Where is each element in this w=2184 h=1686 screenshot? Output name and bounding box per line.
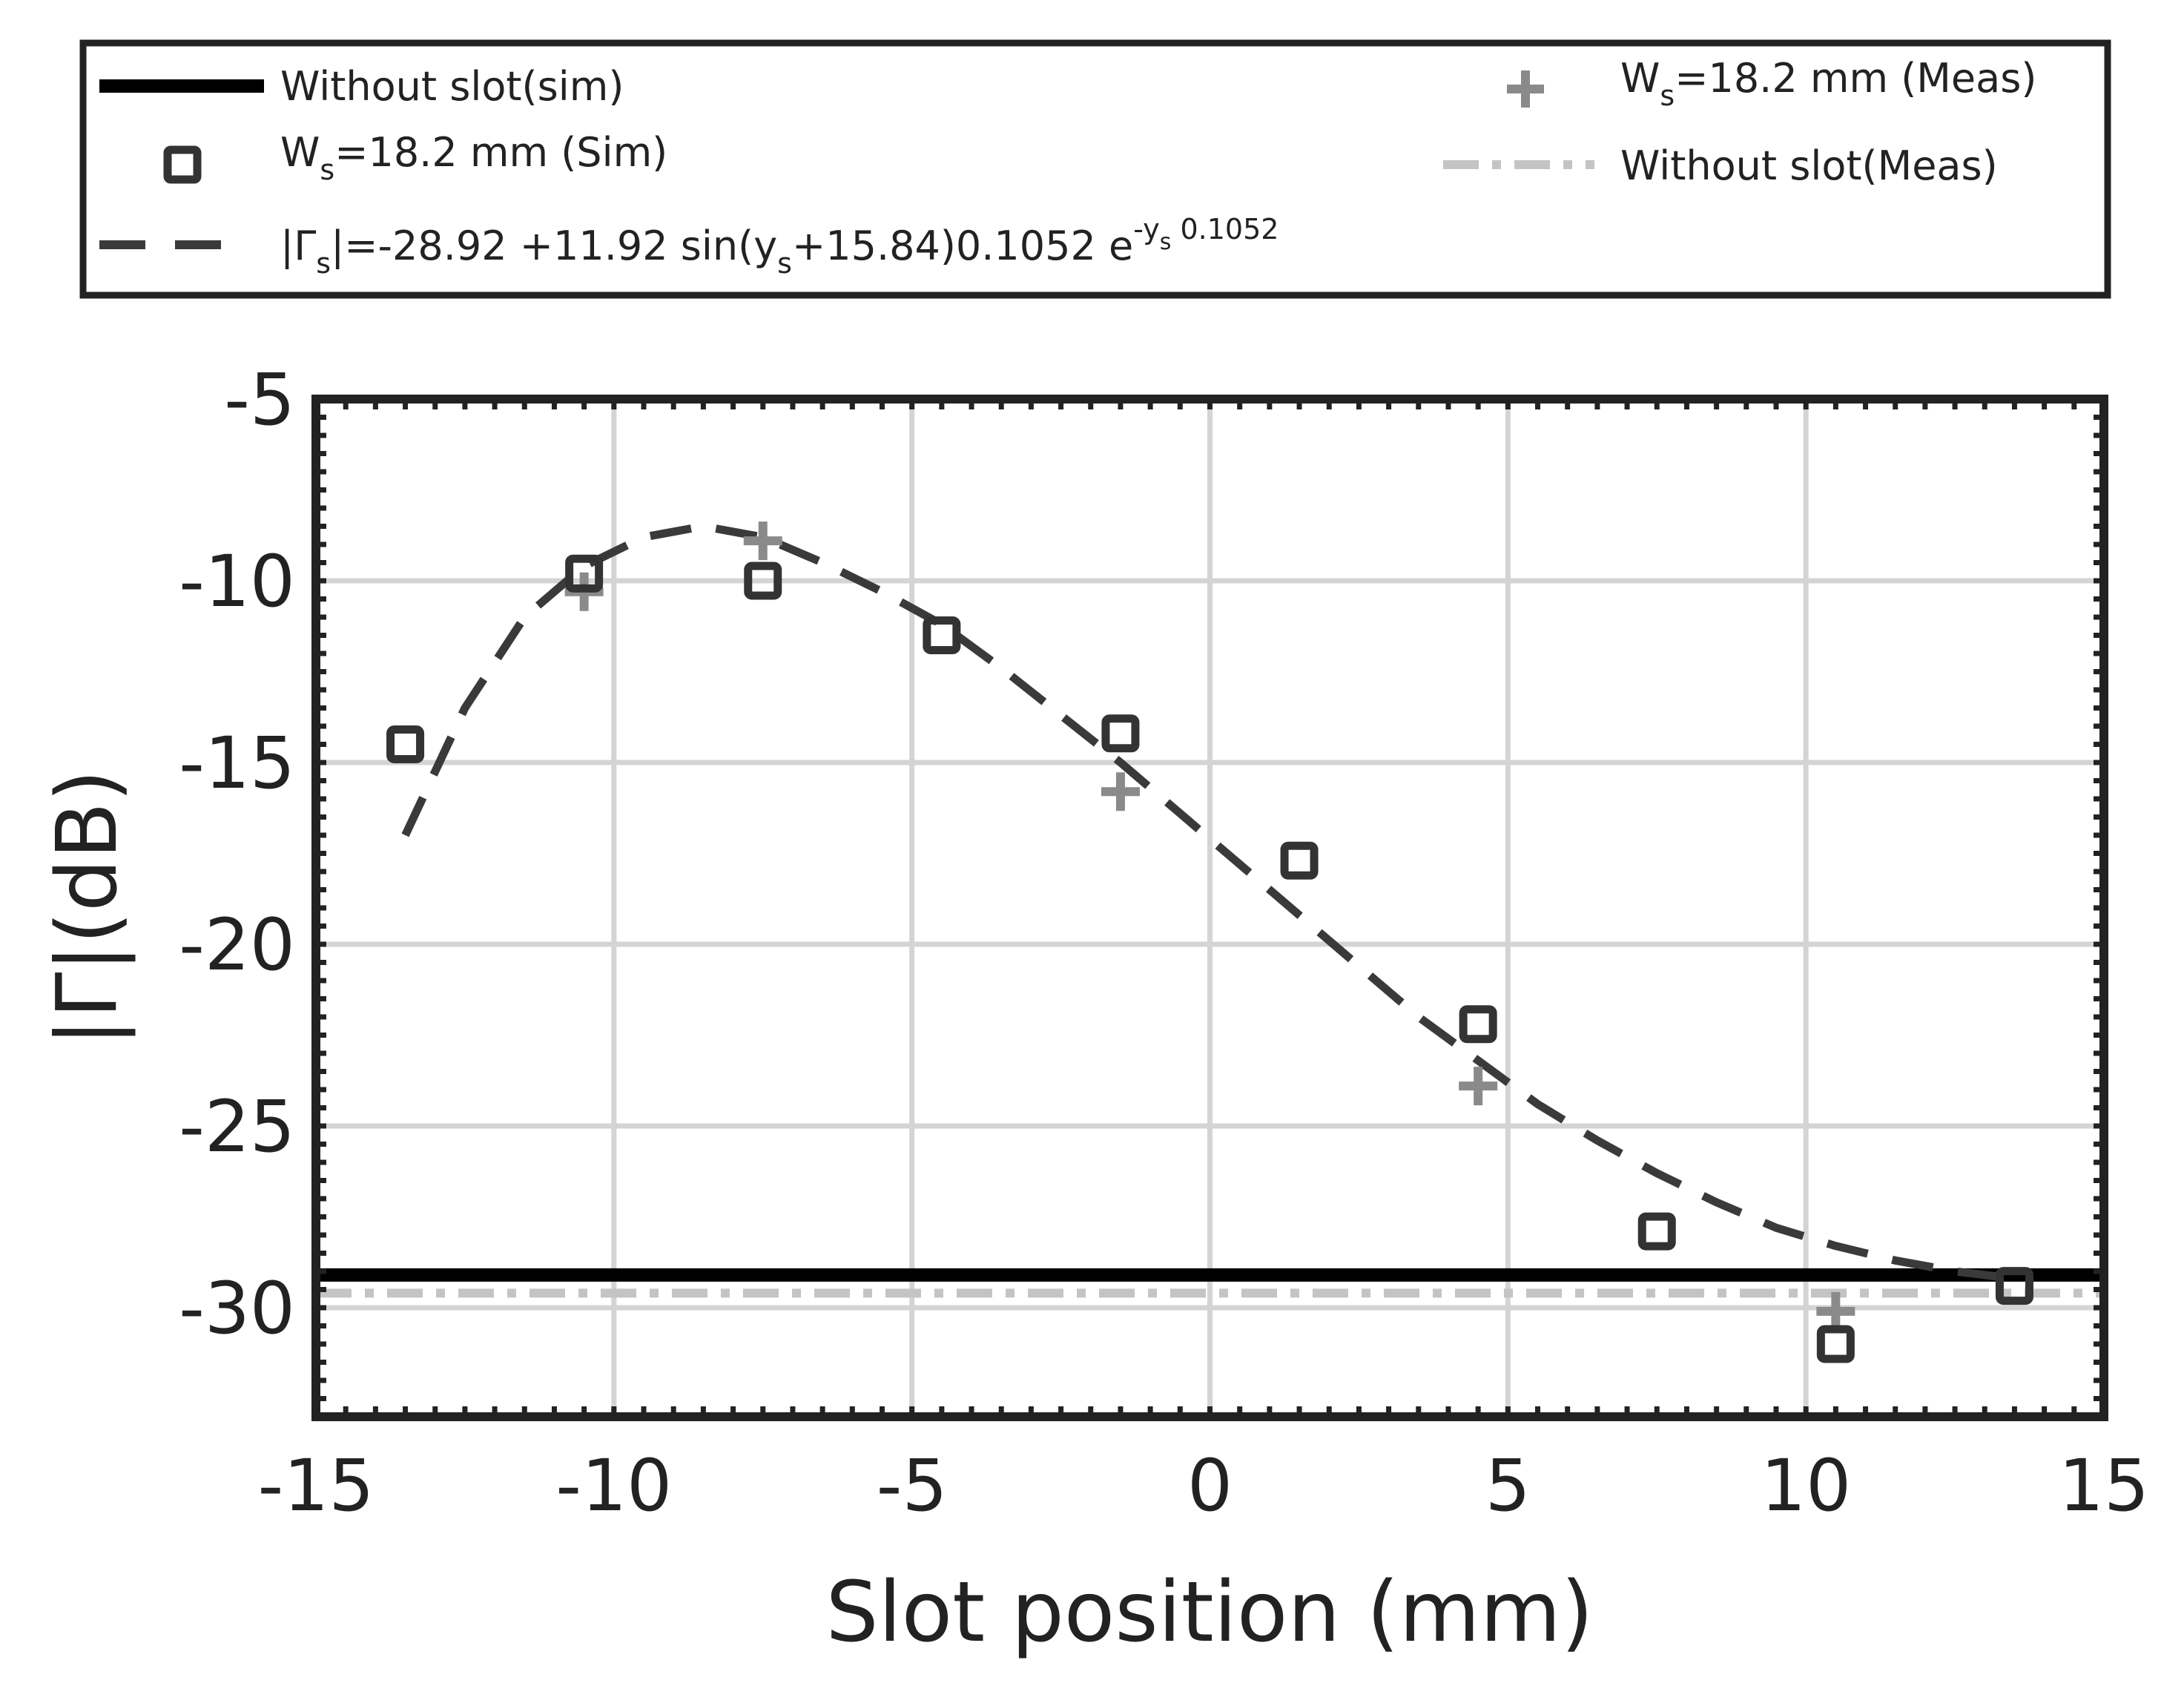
sim-point-marker <box>1280 841 1319 880</box>
legend-swatch-sim-markers <box>163 145 202 184</box>
sim-point-marker <box>1816 1325 1855 1363</box>
legend-swatch-meas-markers <box>1507 70 1544 108</box>
meas-point-marker <box>743 521 782 561</box>
meas-point-marker <box>1459 1067 1498 1106</box>
sim-point-marker <box>1101 714 1140 753</box>
x-tick-label: -5 <box>877 1444 948 1527</box>
x-tick-label: 10 <box>1761 1444 1851 1527</box>
y-tick-label: -30 <box>179 1267 295 1350</box>
y-tick-label: -5 <box>224 358 295 441</box>
legend-label-without-slot-sim: Without slot(sim) <box>280 63 624 110</box>
x-tick-label: -10 <box>555 1444 672 1527</box>
legend: Without slot(sim) Ws=18.2 mm (Sim) |Γs|=… <box>79 39 2111 299</box>
sim-point-marker <box>1995 1267 2033 1305</box>
sim-point-marker <box>744 562 782 600</box>
legend-label-meas: Ws=18.2 mm (Meas) <box>1620 55 2036 112</box>
x-tick-label: 15 <box>2059 1444 2149 1527</box>
legend-box <box>79 39 2111 299</box>
y-tick-label: -15 <box>179 722 295 805</box>
x-tick-label: -15 <box>258 1444 375 1527</box>
plot-area: -15 -10 -5 0 5 10 15 -5 -10 -15 -20 -25 -30 <box>179 358 2149 1527</box>
x-tick-label: 5 <box>1485 1444 1531 1527</box>
meas-point-marker <box>1101 772 1140 811</box>
y-tick-label: -10 <box>179 540 295 623</box>
legend-label-sim: Ws=18.2 mm (Sim) <box>280 129 667 186</box>
sim-point-marker <box>923 616 961 654</box>
sim-point-marker <box>1459 1005 1497 1044</box>
series-layer <box>316 521 2104 1363</box>
x-tick-label: 0 <box>1187 1444 1233 1527</box>
series-fit-curve <box>401 522 2016 1283</box>
sim-point-marker <box>1637 1212 1676 1251</box>
legend-label-without-slot-meas: Without slot(Meas) <box>1620 142 1998 189</box>
sim-point-marker <box>565 554 604 593</box>
y-axis-label: |Γ|(dB) <box>39 769 136 1046</box>
sim-point-marker <box>386 725 425 763</box>
y-tick-label: -20 <box>179 903 295 987</box>
grid <box>316 399 2104 1417</box>
x-axis-label: Slot position (mm) <box>825 1564 1593 1661</box>
legend-label-fit-curve: |Γs|=-28.92 +11.92 sin(ys+15.84)0.1052 e… <box>280 213 1279 280</box>
minor-ticks <box>313 396 2107 1420</box>
meas-point-marker <box>1816 1291 1855 1331</box>
y-tick-label: -25 <box>179 1085 295 1168</box>
tick-labels: -15 -10 -5 0 5 10 15 -5 -10 -15 -20 -25 -30 <box>179 358 2149 1527</box>
